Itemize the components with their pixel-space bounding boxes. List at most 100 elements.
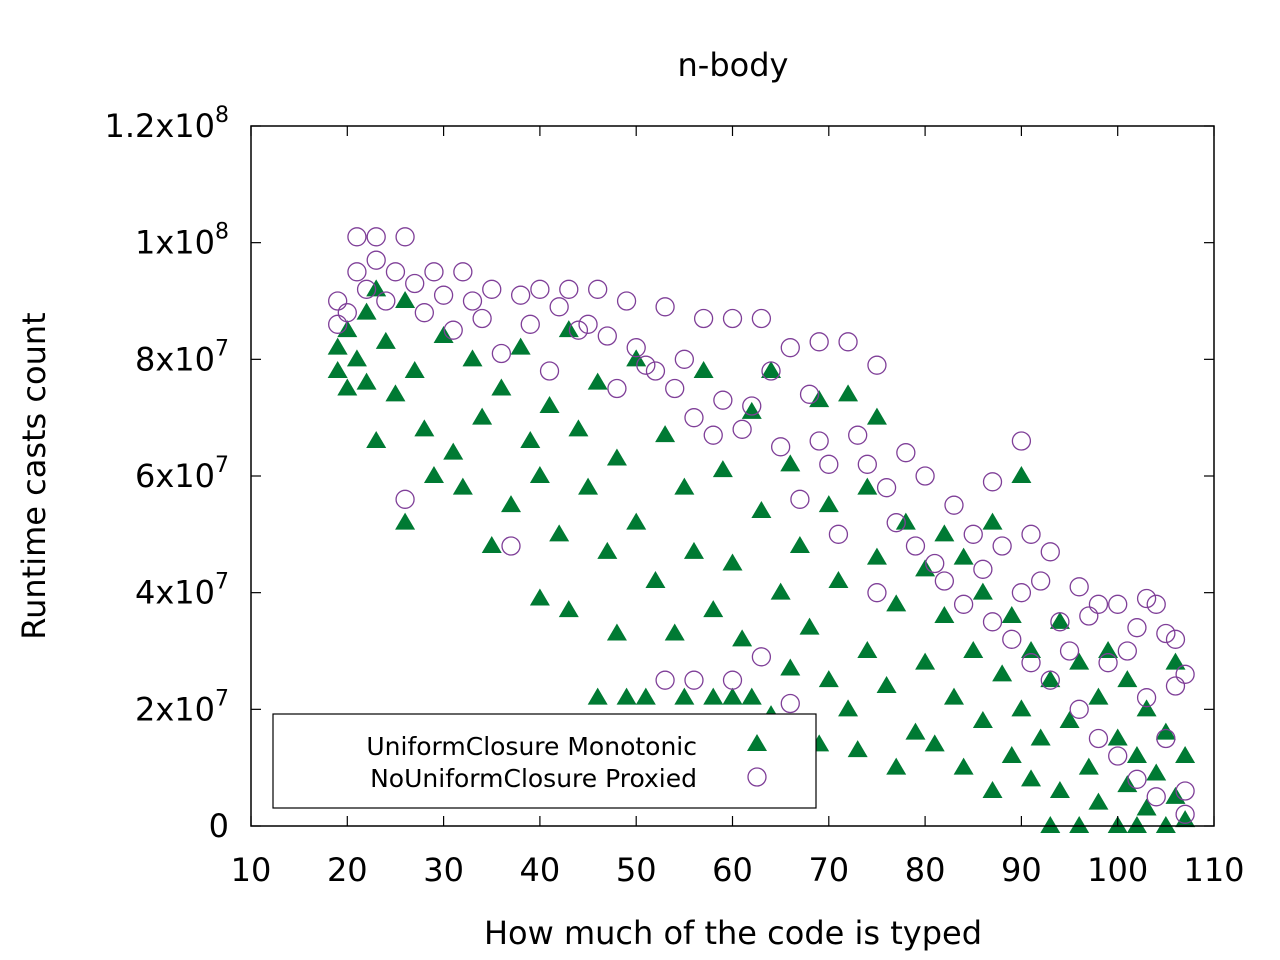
point-s1-90 bbox=[953, 757, 974, 775]
point-s1-107 bbox=[1049, 781, 1070, 798]
point-s2-112 bbox=[1175, 781, 1195, 801]
point-s1-104 bbox=[1040, 816, 1061, 833]
point-s2-10 bbox=[395, 227, 415, 247]
series-2 bbox=[328, 227, 1195, 824]
point-s2-74 bbox=[934, 571, 955, 591]
point-s2-81 bbox=[992, 536, 1012, 556]
legend-marker-series-1 bbox=[747, 734, 767, 751]
point-s1-33 bbox=[578, 477, 599, 495]
point-s2-11 bbox=[395, 489, 415, 509]
point-s2-60 bbox=[809, 431, 829, 451]
point-s2-19 bbox=[472, 308, 492, 329]
point-s2-70 bbox=[896, 443, 916, 463]
point-s2-46 bbox=[713, 390, 733, 410]
point-s1-89 bbox=[953, 547, 974, 565]
point-s1-50 bbox=[703, 600, 724, 618]
point-s2-16 bbox=[443, 320, 463, 340]
point-s1-62 bbox=[780, 454, 801, 472]
point-s1-59 bbox=[761, 361, 782, 378]
point-s2-97 bbox=[1098, 653, 1118, 673]
point-s2-45 bbox=[703, 425, 723, 445]
point-s2-92 bbox=[1069, 577, 1089, 597]
point-s1-32 bbox=[568, 419, 589, 437]
point-s1-53 bbox=[722, 553, 743, 571]
point-s1-85 bbox=[924, 734, 945, 752]
point-s2-15 bbox=[433, 285, 454, 305]
point-s2-35 bbox=[626, 338, 646, 358]
x-tick-label-9: 100 bbox=[1087, 851, 1148, 889]
point-s1-39 bbox=[616, 687, 637, 705]
point-s1-51 bbox=[703, 687, 724, 705]
point-s1-22 bbox=[491, 378, 512, 396]
point-s1-46 bbox=[674, 477, 695, 495]
point-s1-12 bbox=[395, 291, 416, 308]
point-s1-2 bbox=[337, 378, 358, 396]
x-tick-label-8: 90 bbox=[1001, 851, 1042, 889]
point-s2-3 bbox=[347, 227, 367, 247]
legend-box bbox=[272, 713, 817, 809]
point-s2-107 bbox=[1156, 623, 1176, 644]
point-s1-97 bbox=[1001, 606, 1022, 623]
point-s2-30 bbox=[578, 314, 598, 334]
point-s2-51 bbox=[751, 308, 772, 329]
point-s2-98 bbox=[1108, 594, 1128, 614]
point-s2-87 bbox=[1031, 571, 1051, 591]
point-s1-117 bbox=[1117, 775, 1138, 793]
point-s2-43 bbox=[684, 670, 704, 690]
point-s1-87 bbox=[934, 606, 955, 623]
point-s2-67 bbox=[867, 583, 887, 603]
ticks-layer bbox=[250, 125, 1215, 827]
point-s2-91 bbox=[1059, 641, 1080, 661]
point-s2-54 bbox=[771, 437, 791, 457]
x-tick-label-4: 50 bbox=[616, 851, 657, 889]
point-s2-89 bbox=[1040, 670, 1060, 690]
point-s1-45 bbox=[664, 623, 685, 641]
point-s1-4 bbox=[346, 349, 367, 367]
point-s2-73 bbox=[925, 553, 945, 574]
point-s2-86 bbox=[1021, 653, 1041, 673]
point-s2-40 bbox=[665, 378, 685, 399]
x-tick-label-6: 70 bbox=[808, 851, 849, 889]
point-s2-50 bbox=[742, 396, 762, 416]
point-s2-57 bbox=[790, 489, 810, 509]
point-s2-94 bbox=[1079, 606, 1099, 626]
x-axis-label: How much of the code is typed bbox=[484, 914, 982, 952]
point-s1-43 bbox=[645, 571, 666, 588]
y-tick-label-6: 1.2x108 bbox=[104, 103, 229, 145]
point-s1-41 bbox=[626, 349, 647, 367]
point-s1-93 bbox=[972, 711, 993, 728]
point-s1-28 bbox=[539, 396, 560, 413]
point-s1-86 bbox=[934, 524, 955, 542]
point-s1-120 bbox=[1126, 746, 1147, 763]
point-s2-37 bbox=[645, 361, 666, 381]
point-s2-79 bbox=[982, 472, 1003, 492]
point-s2-103 bbox=[1136, 588, 1157, 609]
point-s1-37 bbox=[606, 448, 627, 466]
point-s1-113 bbox=[1088, 792, 1109, 810]
point-s2-83 bbox=[1011, 431, 1032, 451]
point-s1-110 bbox=[1069, 652, 1090, 670]
point-s2-5 bbox=[356, 279, 377, 299]
point-s2-95 bbox=[1088, 594, 1109, 614]
point-s2-20 bbox=[482, 279, 502, 299]
point-s1-128 bbox=[1175, 746, 1196, 763]
point-s2-111 bbox=[1175, 664, 1195, 684]
point-s1-98 bbox=[1001, 746, 1022, 763]
point-s2-47 bbox=[722, 308, 743, 329]
y-tick-label-4: 8x107 bbox=[135, 336, 229, 378]
point-s2-85 bbox=[1021, 524, 1041, 544]
point-s2-13 bbox=[414, 303, 434, 323]
point-s1-111 bbox=[1078, 757, 1099, 775]
point-s1-96 bbox=[992, 664, 1013, 682]
point-s1-102 bbox=[1021, 769, 1042, 787]
point-s1-17 bbox=[443, 442, 464, 460]
point-s1-29 bbox=[549, 524, 570, 542]
point-s2-1 bbox=[328, 314, 348, 334]
x-tick-label-1: 20 bbox=[327, 851, 368, 889]
point-s2-24 bbox=[520, 314, 540, 334]
point-s1-57 bbox=[741, 687, 762, 705]
point-s2-93 bbox=[1069, 699, 1089, 719]
point-s1-72 bbox=[838, 699, 859, 717]
point-s1-48 bbox=[683, 541, 704, 559]
point-s1-65 bbox=[799, 617, 820, 635]
